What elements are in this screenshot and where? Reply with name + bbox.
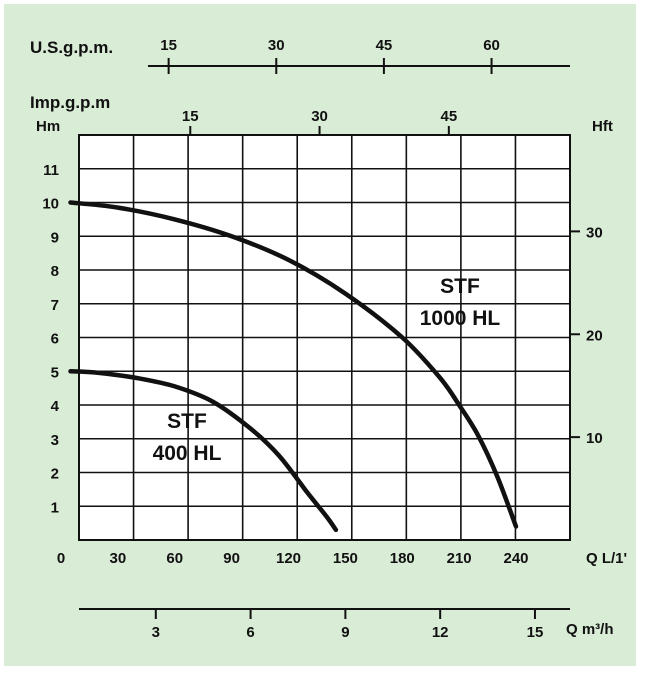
curve-stf-1000-hl xyxy=(68,200,519,529)
y-axis-unit-right: Hft xyxy=(592,118,613,135)
curve-label-line2: 400 HL xyxy=(153,442,222,465)
y-tick-label: 11 xyxy=(43,162,59,179)
m3h-axis-unit: Q m³/h xyxy=(566,621,614,638)
curve-stf-400-hl xyxy=(68,369,339,533)
y-ticks: 1 2 3 4 5 6 7 8 9 10 11 xyxy=(42,162,59,517)
m3h-ticks: 3 6 9 12 15 xyxy=(152,609,544,641)
y-tick-label: 3 xyxy=(51,432,59,449)
y-right-ticks: 10 20 30 xyxy=(570,224,603,447)
x-tick-label: 0 xyxy=(57,550,65,567)
x-tick-label: 180 xyxy=(390,550,415,567)
y-tick-label: 7 xyxy=(51,297,59,314)
y-right-tick-label: 20 xyxy=(586,327,603,344)
plot-border xyxy=(78,134,571,541)
y-tick-label: 6 xyxy=(51,331,59,348)
x-tick-label: 240 xyxy=(503,550,528,567)
impgpm-ticks: 15 30 45 xyxy=(182,108,457,135)
y-tick-label: 9 xyxy=(51,229,59,246)
curve-label-line1: STF xyxy=(167,410,207,433)
y-tick-label: 1 xyxy=(51,499,59,516)
y-right-tick-label: 30 xyxy=(586,224,603,241)
x-axis-unit: Q L/1' xyxy=(586,550,627,567)
y-axis-unit-left: Hm xyxy=(36,118,60,135)
m3h-tick-label: 15 xyxy=(527,624,544,641)
x-tick-label: 30 xyxy=(110,550,127,567)
x-tick-label: 60 xyxy=(166,550,183,567)
impgpm-axis-title: Imp.g.p.m xyxy=(30,93,110,112)
y-tick-label: 4 xyxy=(51,398,60,415)
usgpm-tick-label: 30 xyxy=(268,37,285,54)
usgpm-tick-label: 45 xyxy=(376,37,393,54)
usgpm-tick-label: 60 xyxy=(483,37,500,54)
grid xyxy=(79,135,570,540)
m3h-tick-label: 3 xyxy=(152,624,160,641)
impgpm-tick-label: 15 xyxy=(182,108,199,125)
curve-label-line1: STF xyxy=(440,275,480,298)
y-tick-label: 8 xyxy=(51,263,59,280)
y-tick-label: 2 xyxy=(51,466,59,483)
x-tick-label: 90 xyxy=(223,550,240,567)
curve-label-line2: 1000 HL xyxy=(420,307,501,330)
curves xyxy=(68,200,519,533)
x-ticks: 0 30 60 90 120 150 180 210 240 xyxy=(57,550,529,567)
m3h-tick-label: 6 xyxy=(246,624,254,641)
y-tick-label: 10 xyxy=(42,196,59,213)
x-tick-label: 210 xyxy=(447,550,472,567)
y-right-tick-label: 10 xyxy=(586,430,603,447)
x-tick-label: 120 xyxy=(276,550,301,567)
m3h-tick-label: 9 xyxy=(341,624,349,641)
m3h-tick-label: 12 xyxy=(432,624,449,641)
impgpm-tick-label: 45 xyxy=(440,108,457,125)
x-tick-label: 150 xyxy=(333,550,358,567)
curve-labels: STF 400 HL STF 1000 HL xyxy=(153,275,501,465)
usgpm-tick-label: 15 xyxy=(160,37,177,54)
usgpm-axis-title: U.S.g.p.m. xyxy=(30,38,113,57)
y-tick-label: 5 xyxy=(51,364,59,381)
usgpm-ticks: 15 30 45 60 xyxy=(160,37,500,74)
impgpm-tick-label: 30 xyxy=(311,108,328,125)
